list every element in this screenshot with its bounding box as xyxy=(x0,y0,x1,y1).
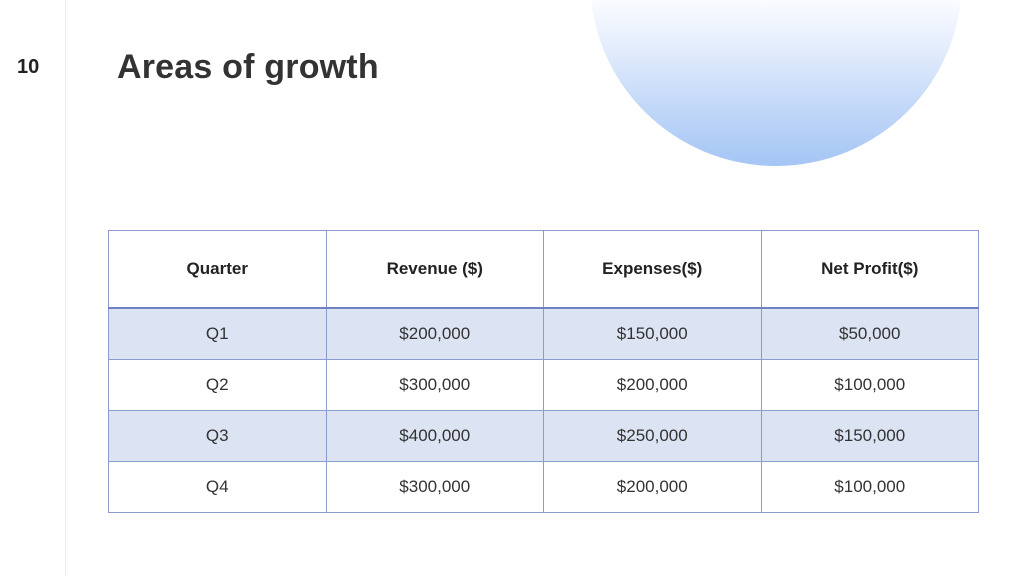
cell-revenue: $300,000 xyxy=(325,461,544,513)
cell-expenses: $250,000 xyxy=(543,410,762,462)
cell-quarter: Q1 xyxy=(108,307,327,360)
cell-revenue: $200,000 xyxy=(325,307,544,360)
cell-revenue: $300,000 xyxy=(325,359,544,411)
table-row: Q1 $200,000 $150,000 $50,000 xyxy=(108,307,979,360)
header-net-profit: Net Profit($) xyxy=(760,230,979,309)
cell-net-profit: $100,000 xyxy=(760,359,979,411)
cell-expenses: $200,000 xyxy=(543,359,762,411)
cell-net-profit: $50,000 xyxy=(760,307,979,360)
side-divider xyxy=(65,0,66,576)
decorative-circle xyxy=(590,0,962,166)
cell-revenue: $400,000 xyxy=(325,410,544,462)
header-expenses: Expenses($) xyxy=(543,230,762,309)
table-row: Q2 $300,000 $200,000 $100,000 xyxy=(108,359,979,411)
header-quarter: Quarter xyxy=(108,230,327,309)
cell-quarter: Q3 xyxy=(108,410,327,462)
cell-net-profit: $100,000 xyxy=(760,461,979,513)
table-row: Q3 $400,000 $250,000 $150,000 xyxy=(108,410,979,462)
slide-number: 10 xyxy=(17,56,40,78)
cell-expenses: $150,000 xyxy=(543,307,762,360)
cell-quarter: Q4 xyxy=(108,461,327,513)
cell-net-profit: $150,000 xyxy=(760,410,979,462)
table-row: Q4 $300,000 $200,000 $100,000 xyxy=(108,461,979,513)
cell-quarter: Q2 xyxy=(108,359,327,411)
table-header-row: Quarter Revenue ($) Expenses($) Net Prof… xyxy=(108,230,979,309)
slide-title: Areas of growth xyxy=(117,48,379,86)
quarterly-financials-table: Quarter Revenue ($) Expenses($) Net Prof… xyxy=(108,230,979,513)
header-revenue: Revenue ($) xyxy=(325,230,544,309)
cell-expenses: $200,000 xyxy=(543,461,762,513)
